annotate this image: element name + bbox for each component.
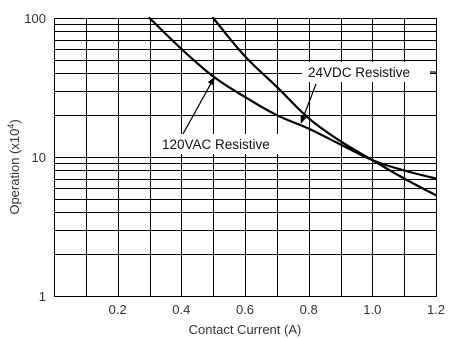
x-tick-label: 0.6 <box>236 302 254 317</box>
x-axis-title: Contact Current (A) <box>189 322 302 337</box>
x-axis-ticks: 0.2 0.4 0.6 0.8 1.0 1.2 <box>109 302 445 317</box>
y-tick-label: 1 <box>39 289 46 304</box>
annotation-label-24vdc: 24VDC Resistive <box>308 65 410 80</box>
x-tick-label: 1.0 <box>363 302 381 317</box>
y-axis-title-close: ) <box>7 119 22 123</box>
y-axis-title: Operation (x104) <box>6 119 22 214</box>
annotation-arrow-24vdc <box>300 83 317 124</box>
x-tick-label: 0.2 <box>109 302 127 317</box>
y-tick-label: 10 <box>32 150 46 165</box>
series-lines <box>148 16 438 197</box>
annotation-bg <box>302 62 430 82</box>
series-line-24vdc <box>212 16 438 197</box>
x-tick-label: 1.2 <box>427 302 445 317</box>
plot-frame <box>53 17 438 298</box>
y-axis-title-text: Operation (x10 <box>7 129 22 215</box>
y-tick-label: 100 <box>24 11 46 26</box>
annotations: 24VDC Resistive 120VAC Resistive <box>157 62 436 154</box>
y-axis-ticks: 1 10 100 <box>24 11 46 304</box>
series-line-120vac <box>148 16 438 180</box>
y-axis-title-exponent: 4 <box>6 124 16 129</box>
x-tick-label: 0.4 <box>172 302 190 317</box>
annotation-label-120vac: 120VAC Resistive <box>162 137 270 152</box>
annotation-bg <box>157 134 283 154</box>
x-tick-label: 0.8 <box>300 302 318 317</box>
annotation-arrow-120vac <box>182 76 215 135</box>
grid-lines <box>54 18 436 296</box>
